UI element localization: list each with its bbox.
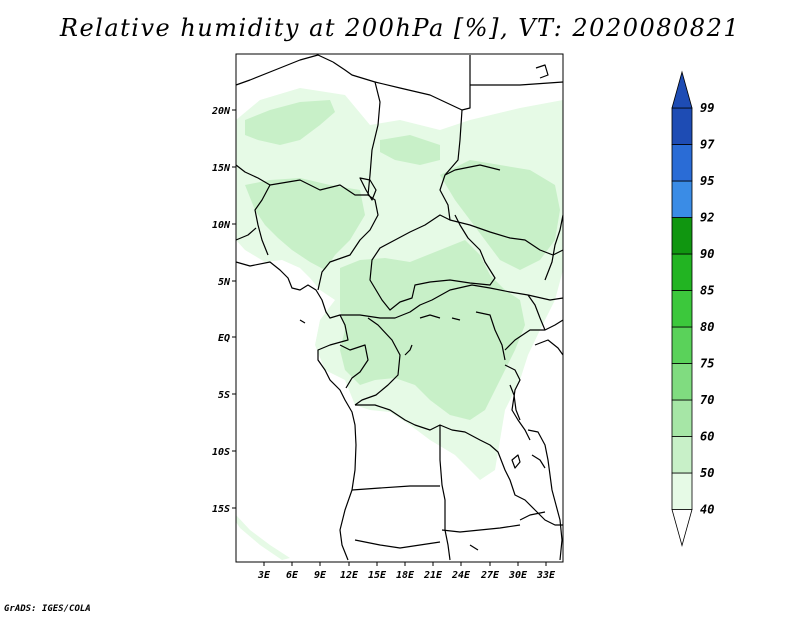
colorbar-segment <box>671 217 693 255</box>
lon-label-33e: 33E <box>536 570 556 581</box>
colorbar-segment <box>671 180 693 218</box>
lon-label-18e: 18E <box>396 570 415 581</box>
country-borders <box>235 54 564 561</box>
colorbar-segment <box>671 399 693 437</box>
colorbar-label: 70 <box>700 393 714 407</box>
colorbar: 40 50 60 70 75 80 85 90 92 95 97 99 <box>671 70 715 547</box>
lat-label-5s: 5S <box>218 390 230 401</box>
lat-label-15n: 15N <box>212 163 231 174</box>
colorbar-segment <box>671 144 693 182</box>
colorbar-label: 95 <box>700 174 714 188</box>
humidity-60-shading <box>245 100 560 420</box>
colorbar-label: 40 <box>700 503 714 517</box>
colorbar-label: 60 <box>700 430 714 444</box>
lon-label-24e: 24E <box>451 570 471 581</box>
lat-ticks <box>232 109 236 509</box>
lat-label-15s: 15S <box>212 504 230 515</box>
lon-label-6e: 6E <box>286 570 299 581</box>
colorbar-label: 97 <box>700 138 715 152</box>
latitude-axis: 20N 15N 10N 5N EQ 5S 10S 15S <box>211 106 236 515</box>
colorbar-label: 50 <box>700 466 714 480</box>
colorbar-segment <box>671 363 693 401</box>
lon-label-30e: 30E <box>508 570 528 581</box>
colorbar-segment <box>671 290 693 328</box>
longitude-axis: 3E 6E 9E 12E 15E 18E 21E 24E 27E 30E 33E <box>257 562 556 581</box>
lat-label-5n: 5N <box>218 277 231 288</box>
colorbar-segment <box>671 253 693 291</box>
colorbar-label: 92 <box>700 211 714 225</box>
lat-label-20n: 20N <box>211 106 231 117</box>
lat-label-10s: 10S <box>212 447 230 458</box>
colorbar-segment <box>671 107 693 145</box>
lon-label-12e: 12E <box>340 570 359 581</box>
map-title: Relative humidity at 200hPa [%], VT: 202… <box>59 14 741 42</box>
colorbar-label: 90 <box>700 247 714 261</box>
colorbar-segment <box>671 472 693 510</box>
lon-label-9e: 9E <box>314 570 327 581</box>
colorbar-label: 85 <box>700 284 714 298</box>
lat-label-eq: EQ <box>218 333 230 344</box>
lon-label-21e: 21E <box>423 570 443 581</box>
colorbar-segment <box>671 436 693 474</box>
colorbar-segment <box>671 326 693 364</box>
lat-label-10n: 10N <box>212 220 231 231</box>
colorbar-label: 75 <box>700 357 714 371</box>
map-frame <box>235 53 564 563</box>
lon-label-3e: 3E <box>257 570 271 581</box>
lon-label-15e: 15E <box>368 570 387 581</box>
colorbar-top-arrow <box>671 70 693 109</box>
colorbar-bottom-arrow <box>671 509 693 547</box>
lon-ticks <box>263 562 547 566</box>
humidity-shading <box>236 88 563 560</box>
grads-credit: GrADS: IGES/COLA <box>4 604 91 614</box>
lon-label-27e: 27E <box>480 570 500 581</box>
colorbar-label: 80 <box>700 320 714 334</box>
colorbar-label: 99 <box>700 101 714 115</box>
